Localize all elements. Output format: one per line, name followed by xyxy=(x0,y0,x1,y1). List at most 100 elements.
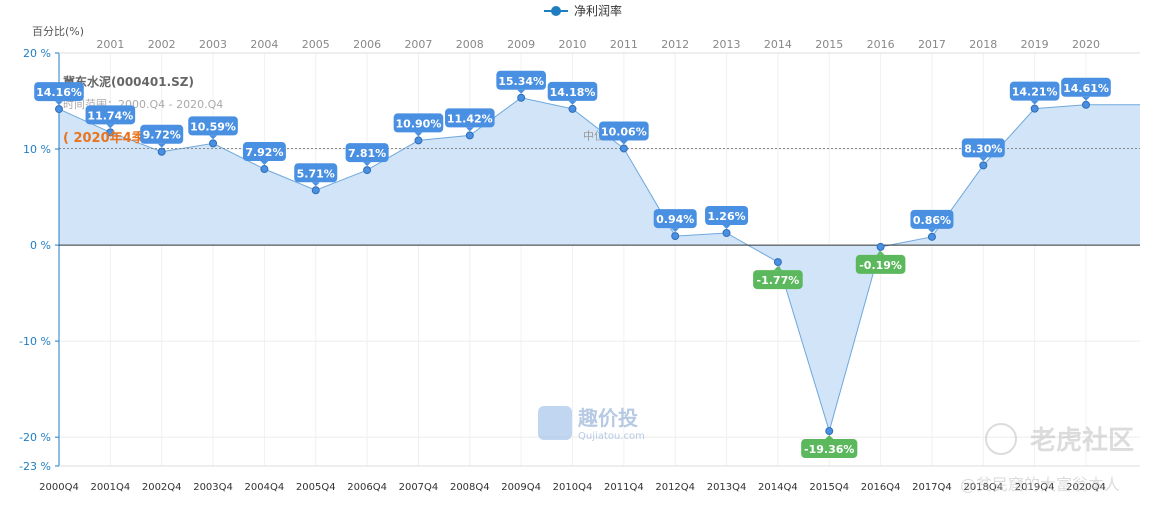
data-label-pointer xyxy=(722,224,731,229)
data-label-text: 14.18% xyxy=(550,86,596,99)
data-label: 14.21% xyxy=(1009,81,1060,105)
data-label-text: 11.42% xyxy=(447,112,493,125)
top-year-label: 2017 xyxy=(918,38,946,51)
data-label-text: 7.92% xyxy=(245,146,283,159)
data-label-text: 7.81% xyxy=(348,147,386,160)
data-label-text: 11.74% xyxy=(87,109,133,122)
data-label-text: 0.94% xyxy=(656,213,694,226)
data-label-text: 9.72% xyxy=(143,129,181,142)
top-year-label: 2016 xyxy=(867,38,895,51)
labels-layer: 14.16% 11.74% 9.72% 10.59% 7.92% 5.71% 7.81% 10… xyxy=(34,70,1111,459)
data-label: 1.26% xyxy=(705,205,749,229)
top-year-label: 2005 xyxy=(302,38,330,51)
data-point xyxy=(311,186,320,195)
x-tick-label: 2020Q4 xyxy=(1066,482,1106,493)
x-tick-label: 2017Q4 xyxy=(912,482,952,493)
data-point xyxy=(876,242,885,251)
data-label-pointer xyxy=(363,162,372,167)
data-label-box xyxy=(34,82,84,102)
data-label-box xyxy=(393,113,444,133)
data-point xyxy=(55,105,63,114)
qujiatou-url: Qujiatou.com xyxy=(578,431,645,442)
grid xyxy=(58,52,1140,467)
x-tick-label: 2002Q4 xyxy=(142,482,182,493)
data-point xyxy=(363,166,372,175)
x-tick-label: 2009Q4 xyxy=(501,482,541,493)
data-label-text: -1.77% xyxy=(757,274,800,287)
data-label-box xyxy=(188,116,238,136)
data-label-text: 14.61% xyxy=(1063,82,1109,95)
qujiatou-logo-icon xyxy=(538,406,572,440)
data-point xyxy=(671,232,680,241)
data-label-pointer xyxy=(1082,96,1090,101)
data-label-text: 10.59% xyxy=(190,120,236,133)
points-layer xyxy=(55,93,1090,436)
data-label: 0.86% xyxy=(910,209,954,233)
data-label-box xyxy=(653,209,697,229)
data-label: 0.94% xyxy=(653,209,697,233)
data-point xyxy=(568,104,577,113)
data-label-pointer xyxy=(157,143,166,148)
data-label: 15.34% xyxy=(496,70,546,94)
data-point xyxy=(465,131,474,140)
x-tick-label: 2012Q4 xyxy=(655,482,695,493)
data-label-text: 8.30% xyxy=(964,142,1002,155)
data-label-pointer xyxy=(927,228,936,233)
legend[interactable]: 净利润率 xyxy=(544,3,622,18)
data-point xyxy=(979,161,988,170)
x-tick-label: 2018Q4 xyxy=(963,482,1003,493)
data-label-pointer xyxy=(619,140,628,145)
data-label-pointer xyxy=(979,157,988,162)
data-point xyxy=(619,144,628,153)
y-tick-label: 0 % xyxy=(30,239,51,252)
data-point xyxy=(106,128,115,137)
data-label-text: 1.26% xyxy=(707,210,745,223)
data-label: 11.74% xyxy=(85,105,136,129)
data-label: 8.30% xyxy=(961,138,1005,162)
data-point xyxy=(517,93,526,102)
data-label-pointer xyxy=(465,127,474,132)
data-label-pointer xyxy=(311,182,320,187)
author-text: @贫民窟的大富翁本人 xyxy=(960,475,1120,494)
top-year-label: 2009 xyxy=(507,38,535,51)
data-label: 9.72% xyxy=(140,124,184,148)
data-label-text: 15.34% xyxy=(498,75,544,88)
data-point xyxy=(825,427,834,436)
y-tick-label: -23 % xyxy=(19,460,51,473)
data-label-box xyxy=(140,124,184,144)
data-label-box xyxy=(445,108,495,128)
legend-dot-icon xyxy=(551,6,561,16)
data-label-box xyxy=(705,205,749,225)
data-label: 5.71% xyxy=(294,163,338,187)
data-label-box xyxy=(1061,77,1111,97)
top-year-label: 2014 xyxy=(764,38,792,51)
data-label-box xyxy=(753,270,803,290)
data-label-pointer xyxy=(1030,100,1039,105)
data-label-box xyxy=(855,254,906,274)
data-label: 7.92% xyxy=(242,142,286,166)
data-label: 14.18% xyxy=(547,81,598,105)
data-label-box xyxy=(801,439,858,459)
data-label: 10.59% xyxy=(188,116,238,140)
data-label: -19.36% xyxy=(801,435,858,459)
top-year-label: 2007 xyxy=(404,38,432,51)
y-tick-label: 10 % xyxy=(23,143,51,156)
top-year-label: 2008 xyxy=(456,38,484,51)
x-tick-label: 2005Q4 xyxy=(296,482,336,493)
data-label-box xyxy=(242,142,286,162)
top-year-label: 2006 xyxy=(353,38,381,51)
data-label-pointer xyxy=(825,435,834,440)
data-label: -1.77% xyxy=(753,266,803,290)
top-year-label: 2020 xyxy=(1072,38,1100,51)
top-year-label: 2013 xyxy=(713,38,741,51)
data-label-text: -0.19% xyxy=(859,259,902,272)
data-point xyxy=(157,147,166,156)
y-tick-label: -20 % xyxy=(19,431,51,444)
data-label: 11.42% xyxy=(445,108,495,132)
data-label-box xyxy=(345,143,389,163)
data-label-box xyxy=(599,121,649,141)
y-axis-title: 百分比(%) xyxy=(32,25,84,38)
data-label-text: 14.16% xyxy=(36,86,82,99)
company-name: 冀东水泥(000401.SZ) xyxy=(63,74,194,89)
